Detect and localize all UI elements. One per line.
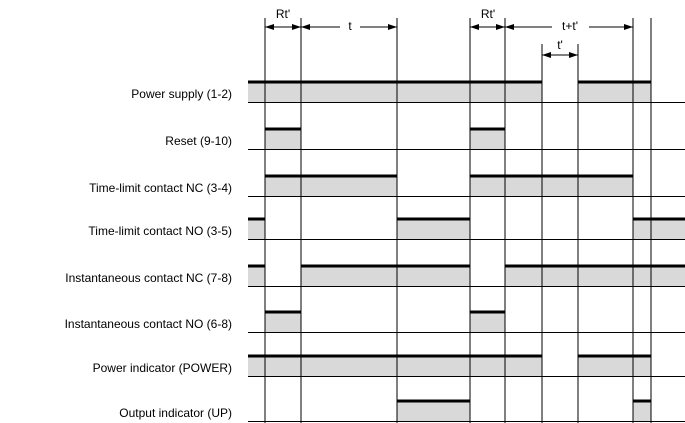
signal-high bbox=[248, 356, 542, 377]
row-label: Instantaneous contact NO (6-8) bbox=[65, 317, 232, 331]
signal-high bbox=[248, 82, 542, 103]
signal-high bbox=[470, 129, 505, 150]
signal-high bbox=[248, 219, 265, 240]
signal-high bbox=[265, 312, 301, 333]
arrowhead bbox=[542, 52, 551, 58]
annotation: t' bbox=[557, 38, 563, 52]
signal-high bbox=[248, 266, 265, 287]
signal-high bbox=[505, 266, 685, 287]
signal-high bbox=[397, 401, 470, 422]
signal-high bbox=[470, 312, 505, 333]
row-label: Instantaneous contact NC (7-8) bbox=[65, 271, 232, 285]
row-label: Output indicator (UP) bbox=[119, 406, 232, 420]
row-label: Time-limit contact NC (3-4) bbox=[89, 181, 232, 195]
signal-high bbox=[578, 356, 651, 377]
signal-high bbox=[470, 176, 633, 197]
arrowhead bbox=[388, 24, 397, 30]
signal-high bbox=[633, 219, 685, 240]
annotation: t+t' bbox=[562, 19, 578, 33]
arrowhead bbox=[470, 24, 479, 30]
signal-high bbox=[265, 129, 301, 150]
annotation: Rt' bbox=[276, 7, 290, 21]
row-label: Reset (9-10) bbox=[165, 134, 232, 148]
arrowhead bbox=[265, 24, 274, 30]
signal-high bbox=[397, 219, 470, 240]
annotation: t bbox=[348, 19, 352, 33]
row-label: Power supply (1-2) bbox=[131, 87, 232, 101]
arrowhead bbox=[624, 24, 633, 30]
signal-high bbox=[301, 266, 470, 287]
signal-high bbox=[578, 82, 651, 103]
arrowhead bbox=[301, 24, 310, 30]
row-label: Time-limit contact NO (3-5) bbox=[88, 224, 232, 238]
arrowhead bbox=[496, 24, 505, 30]
arrowhead bbox=[505, 24, 514, 30]
signal-high bbox=[265, 176, 397, 197]
annotation: Rt' bbox=[481, 7, 495, 21]
arrowhead bbox=[569, 52, 578, 58]
row-label: Power indicator (POWER) bbox=[93, 361, 232, 375]
signal-high bbox=[633, 401, 651, 422]
arrowhead bbox=[292, 24, 301, 30]
